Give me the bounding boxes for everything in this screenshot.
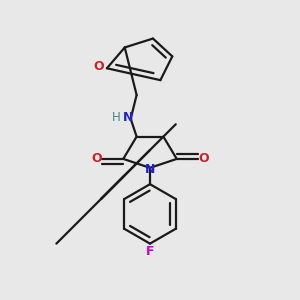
Text: N: N [145, 163, 155, 176]
Text: O: O [91, 152, 102, 164]
Text: F: F [146, 244, 154, 258]
Text: O: O [93, 60, 104, 73]
Text: H: H [112, 111, 121, 124]
Text: N: N [122, 111, 133, 124]
Text: O: O [198, 152, 209, 164]
